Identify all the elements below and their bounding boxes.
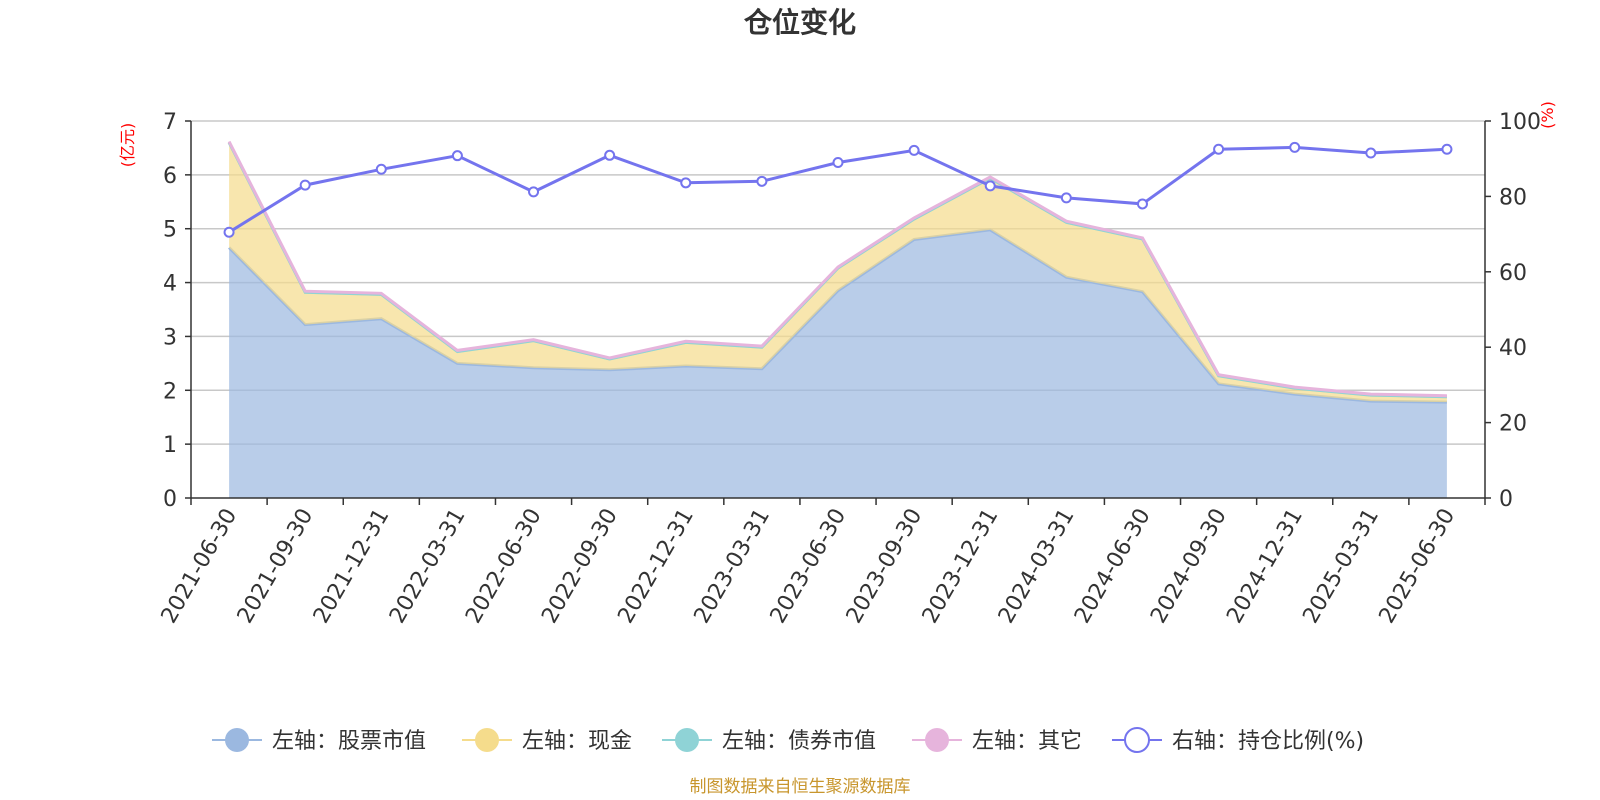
legend-marker-icon xyxy=(225,728,249,752)
x-axis-tick-label: 2023-12-31 xyxy=(918,505,1004,628)
legend-item: 右轴：持仓比例(%) xyxy=(1112,727,1364,754)
area-fill xyxy=(229,142,1447,403)
legend-item: 左轴：股票市值 xyxy=(212,728,426,754)
data-point xyxy=(223,226,235,238)
data-point xyxy=(984,180,996,192)
left-axis-unit: (亿元) xyxy=(118,123,137,168)
left-axis-tick-label: 4 xyxy=(163,272,177,297)
data-point xyxy=(832,156,844,168)
x-axis-tick-label: 2022-09-30 xyxy=(537,505,623,628)
data-point xyxy=(1441,143,1453,155)
x-axis-tick-label: 2024-09-30 xyxy=(1146,505,1232,628)
x-axis-tick-label: 2024-03-31 xyxy=(994,505,1080,628)
legend-marker-icon xyxy=(675,728,699,752)
data-point xyxy=(1136,198,1148,210)
data-point xyxy=(1213,143,1225,155)
data-point xyxy=(1060,192,1072,204)
legend-label: 右轴：持仓比例(%) xyxy=(1172,729,1364,754)
legend-label: 左轴：其它 xyxy=(972,729,1082,754)
data-point xyxy=(299,179,311,191)
legend-item: 左轴：债券市值 xyxy=(662,728,876,754)
data-point xyxy=(1365,147,1377,159)
legend-label: 左轴：现金 xyxy=(522,729,632,754)
right-axis-unit: (%) xyxy=(1538,101,1557,129)
x-axis-tick-label: 2023-03-31 xyxy=(689,505,775,628)
x-axis-tick-label: 2025-06-30 xyxy=(1375,505,1461,628)
area-series xyxy=(227,140,1447,499)
legend-marker-icon xyxy=(1124,727,1150,753)
data-point xyxy=(1289,141,1301,153)
data-point xyxy=(375,163,387,175)
right-axis-tick-label: 0 xyxy=(1499,487,1513,512)
legend-item: 左轴：现金 xyxy=(462,728,632,754)
legend-label: 左轴：股票市值 xyxy=(272,729,426,754)
left-axis-tick-label: 0 xyxy=(163,487,177,512)
data-point xyxy=(756,175,768,187)
right-axis-tick-label: 100 xyxy=(1499,110,1541,135)
left-axis-tick-label: 2 xyxy=(163,379,177,404)
data-point xyxy=(451,150,463,162)
legend-marker-icon xyxy=(925,728,949,752)
x-axis-tick-label: 2021-09-30 xyxy=(233,505,319,628)
x-axis-tick-label: 2025-03-31 xyxy=(1298,505,1384,628)
data-point xyxy=(604,149,616,161)
x-axis-tick-label: 2022-06-30 xyxy=(461,505,547,628)
x-axis-tick-label: 2022-03-31 xyxy=(385,505,471,628)
data-point xyxy=(908,144,920,156)
left-axis-tick-label: 6 xyxy=(163,164,177,189)
left-axis-tick-label: 1 xyxy=(163,433,177,458)
x-axis-tick-label: 2024-06-30 xyxy=(1070,505,1156,628)
area-top-line xyxy=(227,140,1447,398)
right-axis-tick-label: 40 xyxy=(1499,336,1527,361)
x-axis-tick-label: 2021-12-31 xyxy=(309,505,395,628)
legend-label: 左轴：债券市值 xyxy=(722,729,876,754)
legend-marker-icon xyxy=(475,728,499,752)
right-axis-tick-label: 20 xyxy=(1499,412,1527,437)
right-axis-tick-label: 60 xyxy=(1499,261,1527,286)
x-axis-tick-label: 2023-09-30 xyxy=(842,505,928,628)
legend: 左轴：股票市值 左轴：现金 左轴：债券市值 左轴：其它 右轴：持仓比例(%) xyxy=(212,727,1364,754)
position-ratio-line xyxy=(223,141,1453,238)
left-axis-tick-label: 5 xyxy=(163,218,177,243)
x-axis-tick-label: 2024-12-31 xyxy=(1222,505,1308,628)
left-axis-tick-label: 7 xyxy=(163,110,177,135)
left-axis-tick-label: 3 xyxy=(163,325,177,350)
x-axis-tick-label: 2023-06-30 xyxy=(766,505,852,628)
x-axis-tick-label: 2022-12-31 xyxy=(613,505,699,628)
data-point xyxy=(680,177,692,189)
chart-title: 仓位变化 xyxy=(744,6,856,39)
area-fill xyxy=(229,229,1447,499)
legend-item: 左轴：其它 xyxy=(912,728,1082,754)
x-axis-tick-label: 2021-06-30 xyxy=(157,505,243,628)
source-note: 制图数据来自恒生聚源数据库 xyxy=(690,777,911,797)
right-axis-tick-label: 80 xyxy=(1499,185,1527,210)
data-point xyxy=(528,186,540,198)
